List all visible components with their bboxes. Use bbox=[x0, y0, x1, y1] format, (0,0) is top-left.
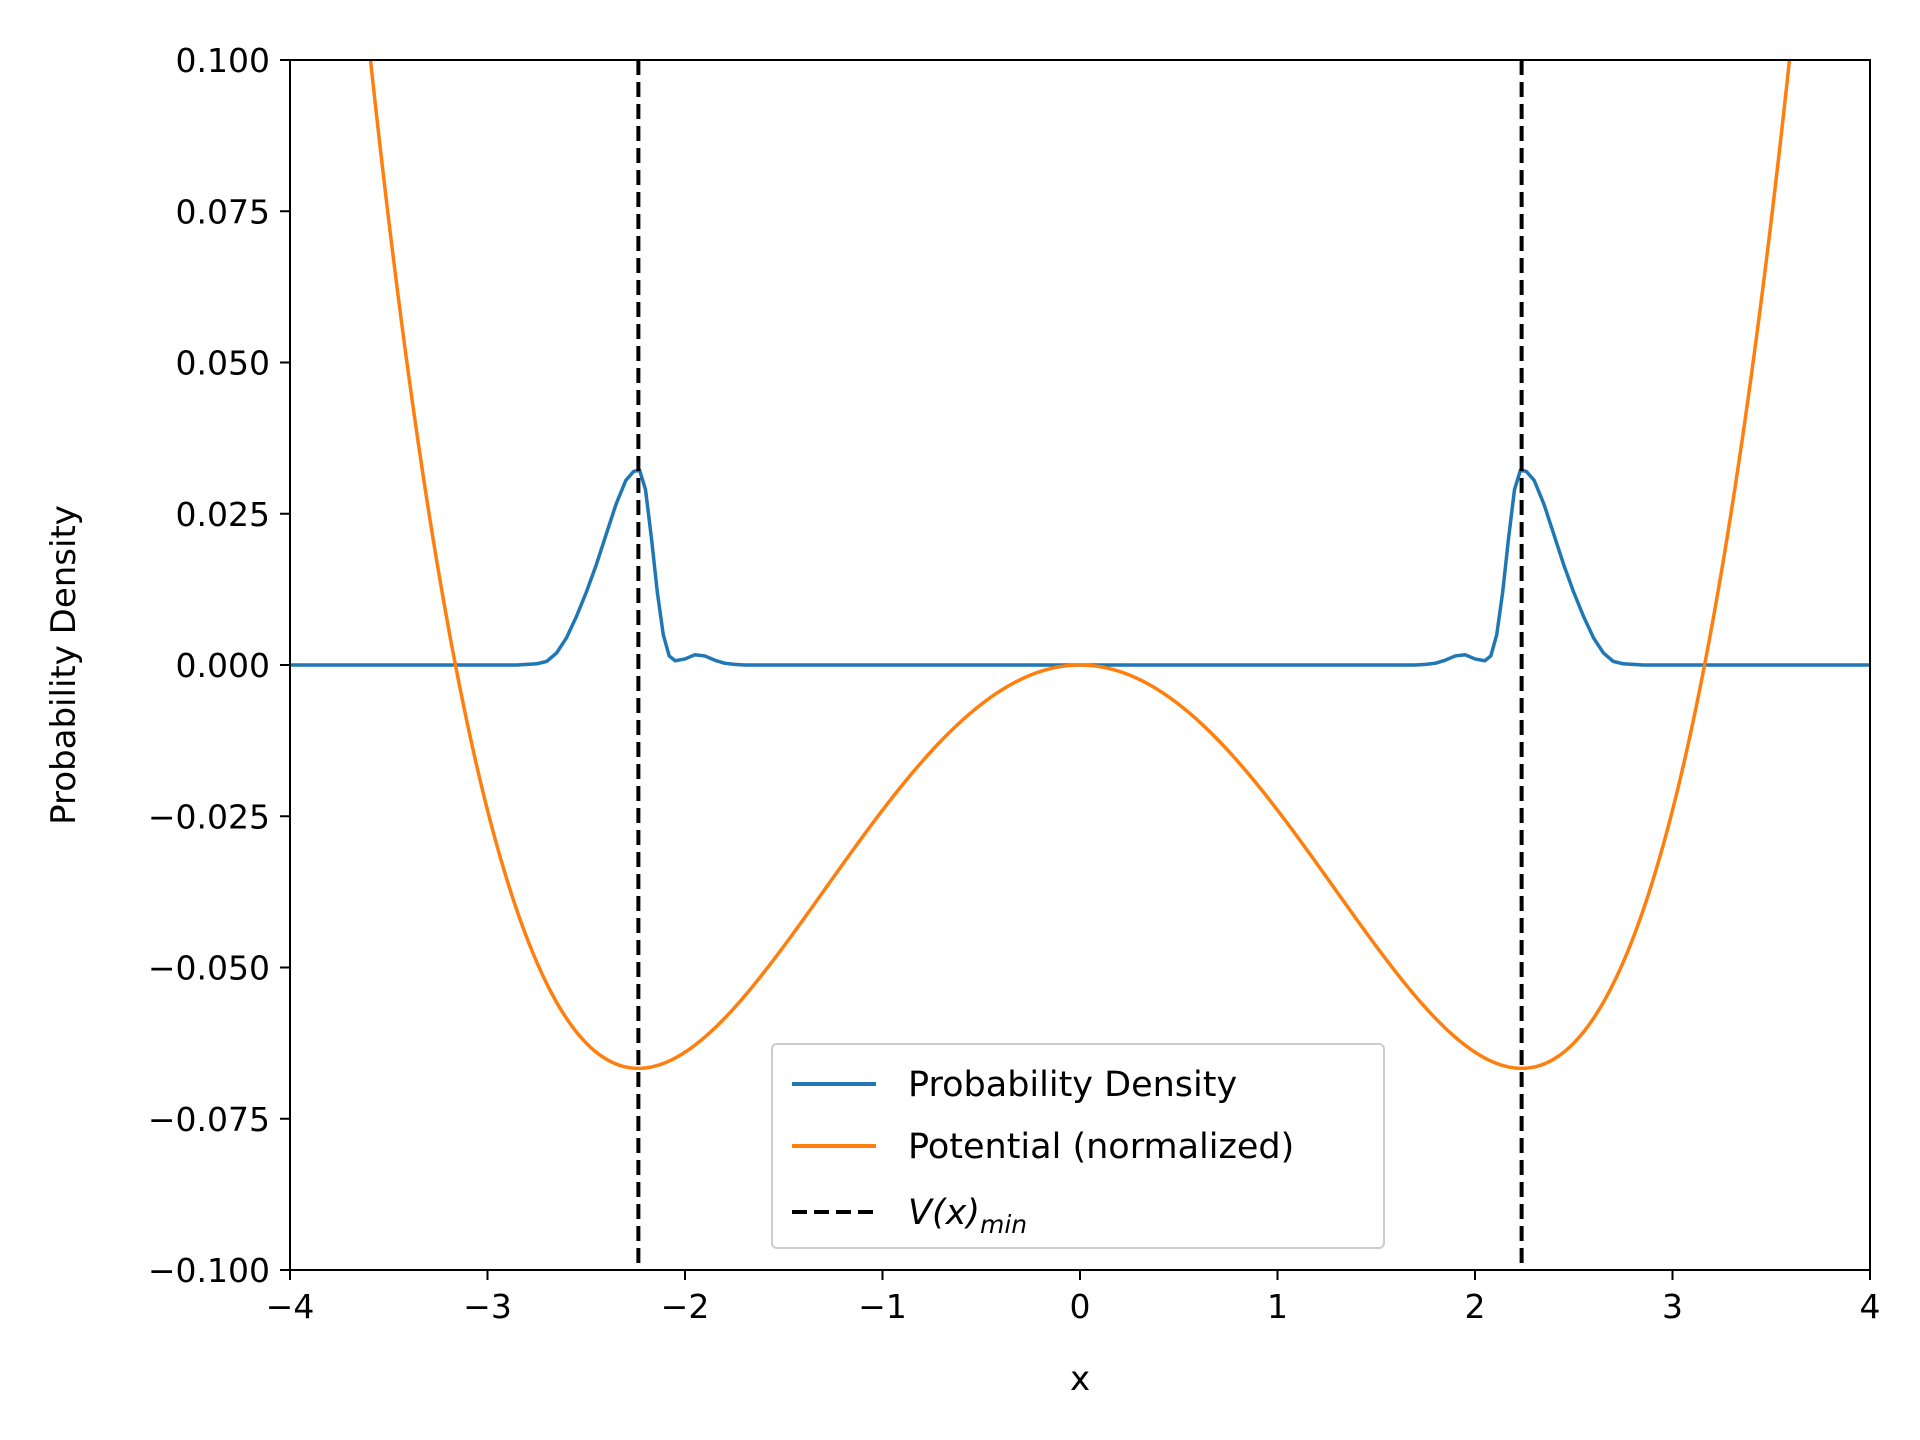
y-tick-label: −0.075 bbox=[148, 1100, 270, 1139]
x-tick-label: −2 bbox=[661, 1287, 710, 1326]
legend-label: Potential (normalized) bbox=[908, 1127, 1294, 1167]
series-layer bbox=[290, 60, 1870, 1270]
y-axis-ticks: −0.100 −0.075 −0.050 −0.025 0.000 0.025 0.050 0… bbox=[148, 41, 290, 1290]
y-tick-label: 0.000 bbox=[176, 646, 270, 685]
x-tick-label: −1 bbox=[858, 1287, 907, 1326]
legend-box bbox=[771, 1043, 1385, 1249]
y-tick-label: −0.025 bbox=[148, 797, 270, 836]
y-tick-label: 0.050 bbox=[176, 344, 270, 383]
x-tick-label: 4 bbox=[1860, 1287, 1881, 1326]
potential-normalized-line bbox=[368, 60, 1792, 1071]
x-tick-label: 2 bbox=[1465, 1287, 1486, 1326]
legend-items: Probability Density Potential (normalized… bbox=[792, 1065, 1294, 1239]
y-tick-label: −0.100 bbox=[148, 1251, 270, 1290]
y-tick-label: 0.025 bbox=[176, 495, 270, 534]
y-axis-label: Probability Density bbox=[44, 505, 84, 825]
x-axis-ticks: −4 −3 −2 −1 0 1 2 3 4 bbox=[266, 1270, 1881, 1326]
x-axis-label: x bbox=[1070, 1359, 1090, 1399]
x-tick-label: 0 bbox=[1070, 1287, 1091, 1326]
y-tick-label: 0.075 bbox=[176, 192, 270, 231]
x-tick-label: −3 bbox=[463, 1287, 512, 1326]
x-tick-label: 3 bbox=[1662, 1287, 1683, 1326]
legend-label-main: V bbox=[908, 1193, 934, 1233]
legend-label-subscript: min bbox=[980, 1210, 1027, 1239]
x-tick-label: −4 bbox=[266, 1287, 315, 1326]
legend-label: Probability Density bbox=[908, 1065, 1237, 1105]
y-tick-label: −0.050 bbox=[148, 949, 270, 988]
y-tick-label: 0.100 bbox=[176, 41, 270, 80]
legend: Probability Density Potential (normalized… bbox=[771, 1043, 1385, 1249]
x-tick-label: 1 bbox=[1267, 1287, 1288, 1326]
legend-label-arg: (x) bbox=[932, 1193, 980, 1233]
legend-label: V(x)min bbox=[908, 1193, 1027, 1239]
